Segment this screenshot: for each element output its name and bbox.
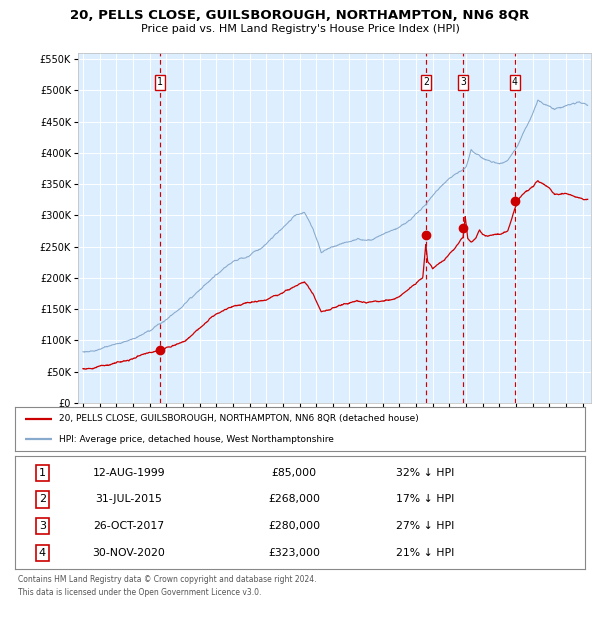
Text: This data is licensed under the Open Government Licence v3.0.: This data is licensed under the Open Gov…	[18, 588, 262, 597]
Text: 4: 4	[512, 78, 518, 87]
Text: 31-JUL-2015: 31-JUL-2015	[95, 494, 163, 505]
Text: 20, PELLS CLOSE, GUILSBOROUGH, NORTHAMPTON, NN6 8QR (detached house): 20, PELLS CLOSE, GUILSBOROUGH, NORTHAMPT…	[59, 414, 419, 423]
Text: 1: 1	[157, 78, 163, 87]
Text: Price paid vs. HM Land Registry's House Price Index (HPI): Price paid vs. HM Land Registry's House …	[140, 24, 460, 33]
Text: £280,000: £280,000	[268, 521, 320, 531]
Text: 26-OCT-2017: 26-OCT-2017	[94, 521, 164, 531]
Text: 20, PELLS CLOSE, GUILSBOROUGH, NORTHAMPTON, NN6 8QR: 20, PELLS CLOSE, GUILSBOROUGH, NORTHAMPT…	[70, 9, 530, 22]
Text: HPI: Average price, detached house, West Northamptonshire: HPI: Average price, detached house, West…	[59, 435, 334, 444]
Text: £85,000: £85,000	[272, 467, 317, 477]
Text: 17% ↓ HPI: 17% ↓ HPI	[396, 494, 455, 505]
Text: 2: 2	[39, 494, 46, 505]
Text: 4: 4	[39, 548, 46, 558]
Text: 32% ↓ HPI: 32% ↓ HPI	[396, 467, 455, 477]
Text: 27% ↓ HPI: 27% ↓ HPI	[396, 521, 455, 531]
Text: 12-AUG-1999: 12-AUG-1999	[92, 467, 166, 477]
Text: £268,000: £268,000	[268, 494, 320, 505]
Text: £323,000: £323,000	[268, 548, 320, 558]
Text: 21% ↓ HPI: 21% ↓ HPI	[396, 548, 455, 558]
Text: 30-NOV-2020: 30-NOV-2020	[92, 548, 166, 558]
Text: 3: 3	[39, 521, 46, 531]
Text: 1: 1	[39, 467, 46, 477]
Text: Contains HM Land Registry data © Crown copyright and database right 2024.: Contains HM Land Registry data © Crown c…	[18, 575, 317, 585]
Text: 2: 2	[423, 78, 429, 87]
Text: 3: 3	[460, 78, 466, 87]
